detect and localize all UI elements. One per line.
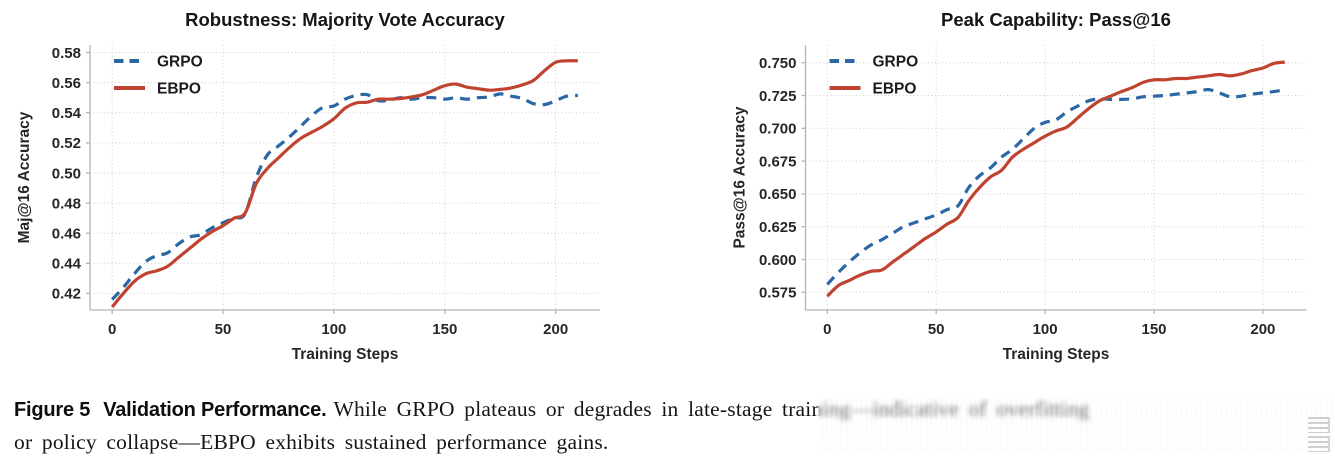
x-axis-label: Training Steps — [1003, 346, 1110, 363]
y-axis-label: Maj@16 Accuracy — [16, 111, 33, 243]
x-axis-label: Training Steps — [292, 346, 399, 363]
axes-spines — [86, 45, 600, 314]
chart-title: Robustness: Majority Vote Accuracy — [185, 9, 505, 30]
figure-caption: Figure 5 Validation Performance. While GRP… — [14, 394, 1328, 460]
svg-text:100: 100 — [321, 321, 346, 338]
grpo-line — [111, 92, 578, 301]
charts-row: 0.42 0.44 0.46 0.48 0.50 0.52 0.54 0.56 0.58 0 50 1… — [0, 0, 1334, 372]
axes-spines — [801, 45, 1307, 314]
svg-text:0.52: 0.52 — [52, 135, 81, 152]
pass16-chart-svg: 0.575 0.600 0.625 0.650 0.675 0.700 0.725 0.750… — [732, 9, 1307, 363]
svg-text:150: 150 — [432, 321, 457, 338]
svg-text:0.46: 0.46 — [52, 225, 81, 242]
svg-text:200: 200 — [543, 321, 568, 338]
legend-label-grpo: GRPO — [157, 53, 203, 70]
svg-text:0.56: 0.56 — [52, 75, 81, 92]
svg-text:0.700: 0.700 — [759, 121, 797, 138]
legend-label-ebpo: EBPO — [873, 80, 917, 97]
caption-text-line2: or policy collapse—EBPO exhibits sustain… — [14, 430, 609, 454]
svg-text:0.50: 0.50 — [52, 165, 81, 182]
y-axis-label: Pass@16 Accuracy — [732, 106, 749, 248]
svg-text:0.58: 0.58 — [52, 45, 81, 62]
svg-text:50: 50 — [215, 321, 232, 338]
legend: GRPO EBPO — [114, 53, 203, 97]
svg-text:0.44: 0.44 — [52, 256, 82, 273]
svg-text:0.725: 0.725 — [759, 88, 797, 105]
y-axis-tick-labels: 0.575 0.600 0.625 0.650 0.675 0.700 0.725 0.750 — [759, 55, 797, 302]
svg-text:0.625: 0.625 — [759, 219, 797, 236]
svg-text:0.600: 0.600 — [759, 252, 797, 269]
legend-label-ebpo: EBPO — [157, 80, 201, 97]
svg-text:0.650: 0.650 — [759, 186, 797, 203]
svg-text:0: 0 — [823, 321, 831, 338]
chart-title: Peak Capability: Pass@16 — [941, 9, 1171, 30]
svg-text:0.675: 0.675 — [759, 153, 797, 170]
caption-text-line1: While GRPO plateaus or degrades in late-… — [333, 397, 1090, 421]
gridlines — [90, 45, 600, 310]
svg-text:50: 50 — [928, 321, 945, 338]
gridlines — [805, 45, 1307, 310]
svg-text:0.48: 0.48 — [52, 195, 81, 212]
x-axis-tick-labels: 0 50 100 150 200 — [108, 321, 568, 338]
svg-text:0.750: 0.750 — [759, 55, 797, 72]
x-axis-tick-labels: 0 50 100 150 200 — [823, 321, 1275, 338]
maj16-chart-svg: 0.42 0.44 0.46 0.48 0.50 0.52 0.54 0.56 0.58 0 50 1… — [16, 9, 600, 363]
legend-label-grpo: GRPO — [873, 53, 919, 70]
legend: GRPO EBPO — [829, 53, 919, 97]
svg-text:0.42: 0.42 — [52, 286, 81, 303]
svg-text:200: 200 — [1250, 321, 1275, 338]
figure-label: Figure 5 — [14, 399, 91, 421]
svg-text:0.575: 0.575 — [759, 285, 797, 302]
svg-text:0: 0 — [108, 321, 116, 338]
svg-text:0.54: 0.54 — [52, 105, 82, 122]
svg-text:100: 100 — [1033, 321, 1058, 338]
ebpo-line — [826, 60, 1285, 298]
svg-text:150: 150 — [1141, 321, 1166, 338]
grpo-line — [826, 87, 1285, 286]
y-axis-tick-labels: 0.42 0.44 0.46 0.48 0.50 0.52 0.54 0.56 0.58 — [52, 45, 82, 303]
figure-title: Validation Performance. — [103, 399, 327, 421]
ebpo-line — [110, 59, 578, 308]
maj16-chart: 0.42 0.44 0.46 0.48 0.50 0.52 0.54 0.56 0.58 0 50 1… — [0, 0, 667, 372]
pass16-chart: 0.575 0.600 0.625 0.650 0.675 0.700 0.725 0.750… — [667, 0, 1334, 372]
